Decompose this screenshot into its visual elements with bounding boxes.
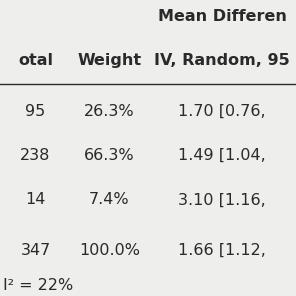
Text: 1.49 [1.04,: 1.49 [1.04,: [178, 148, 266, 163]
Text: 66.3%: 66.3%: [84, 148, 135, 163]
Text: Weight: Weight: [78, 53, 141, 68]
Text: 7.4%: 7.4%: [89, 192, 130, 207]
Text: 95: 95: [25, 104, 46, 119]
Text: Mean Differen: Mean Differen: [157, 9, 287, 24]
Text: 100.0%: 100.0%: [79, 243, 140, 258]
Text: I² = 22%: I² = 22%: [3, 278, 73, 293]
Text: 3.10 [1.16,: 3.10 [1.16,: [178, 192, 266, 207]
Text: 347: 347: [20, 243, 51, 258]
Text: IV, Random, 95: IV, Random, 95: [154, 53, 290, 68]
Text: otal: otal: [18, 53, 53, 68]
Text: 238: 238: [20, 148, 51, 163]
Text: 1.70 [0.76,: 1.70 [0.76,: [178, 104, 266, 119]
Text: 26.3%: 26.3%: [84, 104, 135, 119]
Text: 1.66 [1.12,: 1.66 [1.12,: [178, 243, 266, 258]
Text: 14: 14: [25, 192, 46, 207]
